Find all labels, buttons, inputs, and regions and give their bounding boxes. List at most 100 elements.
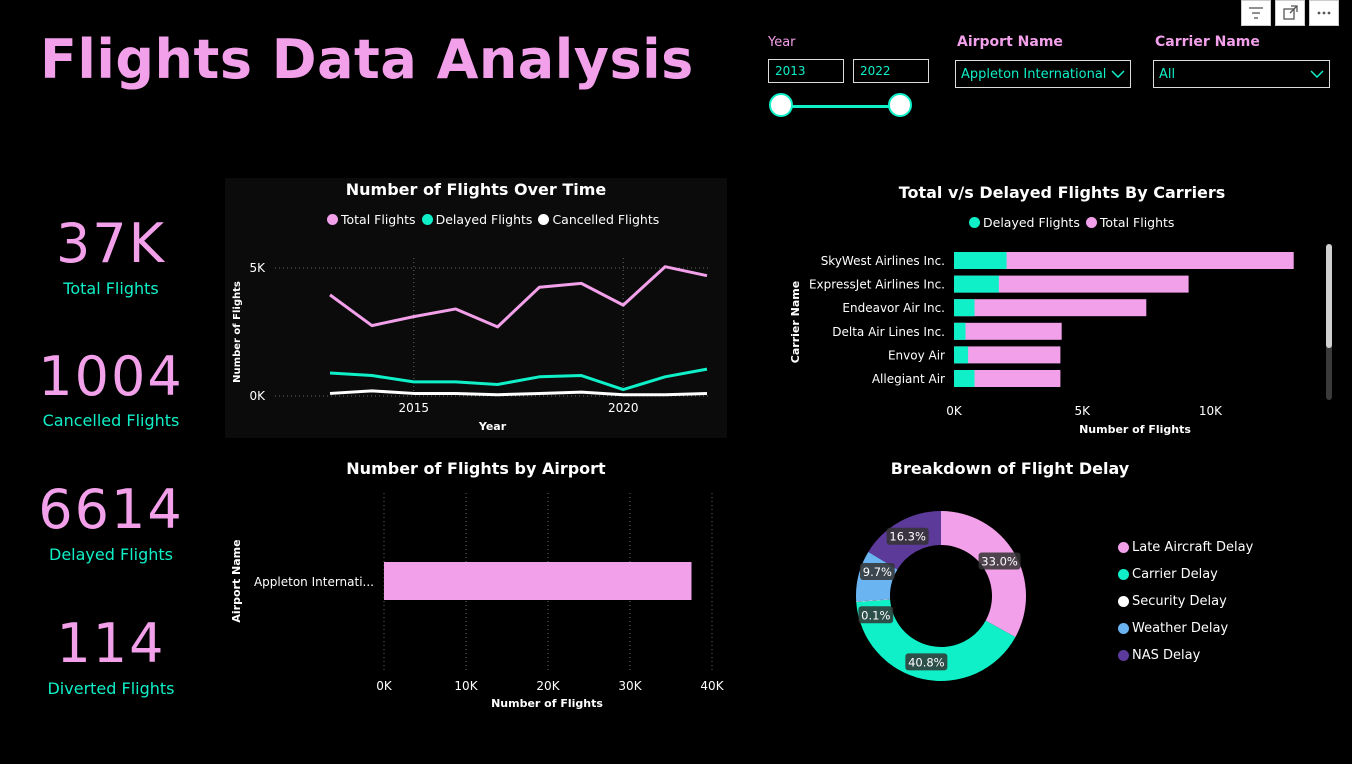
bar-total-flights <box>954 322 1062 340</box>
y-tick-label: 0K <box>249 389 266 403</box>
line-chart-title: Number of Flights Over Time <box>345 180 607 199</box>
kpi-cancelled-flights-value: 1004 <box>38 345 184 408</box>
airport-dropdown-value: Appleton International <box>961 66 1107 82</box>
carrier-label: Envoy Air <box>888 348 945 362</box>
airport-dropdown[interactable]: Appleton International <box>955 60 1131 88</box>
carrier-bar-chart: SkyWest Airlines Inc. ExpressJet Airlines… <box>789 252 1294 436</box>
kpi-total-flights-value: 37K <box>55 212 167 275</box>
donut-slice-security-delay <box>856 599 891 603</box>
legend-item-delayed-flights[interactable]: Delayed Flights <box>969 215 1080 230</box>
legend-item-carrier-delay[interactable]: Carrier Delay <box>1118 561 1253 588</box>
legend-dot <box>1118 569 1129 580</box>
airport-slicer-label: Airport Name <box>957 34 1063 50</box>
series-line-cancelled-flights <box>329 389 708 397</box>
delay-donut-chart: 33.0% 40.8% 0.1% 9.7% 16.3% <box>856 511 1026 681</box>
legend-item-delayed-flights[interactable]: Delayed Flights <box>421 212 532 227</box>
line-chart-legend: Total Flights Delayed Flights Cancelled … <box>327 212 659 227</box>
kpi-total-flights-label: Total Flights <box>63 279 159 298</box>
kpi-delayed-flights-label: Delayed Flights <box>49 545 173 564</box>
data-label-bg <box>859 563 895 581</box>
y-axis-title: Number of Flights <box>232 281 243 383</box>
carrier-label: SkyWest Airlines Inc. <box>821 254 945 268</box>
y-axis-title: Airport Name <box>230 539 243 622</box>
data-label-bg <box>858 606 894 624</box>
x-axis-title: Number of Flights <box>1079 423 1191 436</box>
y-tick-label: 5K <box>249 261 266 275</box>
bar-delayed-flights <box>954 346 969 364</box>
page-title: Flights Data Analysis <box>40 28 694 91</box>
x-tick-label: 20K <box>536 679 560 693</box>
x-axis-title: Number of Flights <box>491 697 603 710</box>
x-tick-label: 10K <box>1199 404 1223 418</box>
airport-label: Appleton Internati... <box>254 575 374 589</box>
year-start-input[interactable]: 2013 <box>768 59 844 83</box>
scrollbar-track[interactable] <box>1326 244 1332 400</box>
legend-item-late-aircraft-delay[interactable]: Late Aircraft Delay <box>1118 534 1253 561</box>
x-axis-title: Year <box>478 420 507 433</box>
kpi-diverted-flights-label: Diverted Flights <box>47 679 175 698</box>
kpi-diverted-flights-value: 114 <box>56 612 166 675</box>
x-tick-label: 0K <box>376 679 393 693</box>
data-label-bg <box>905 653 948 671</box>
bar-delayed-flights <box>954 275 999 293</box>
data-label-bg <box>886 527 929 545</box>
bar-delayed-flights <box>954 322 966 340</box>
focus-mode-icon[interactable] <box>1275 0 1305 26</box>
airport-chart-title: Number of Flights by Airport <box>346 459 606 478</box>
donut-slice-carrier-delay <box>856 599 1016 681</box>
legend-item-security-delay[interactable]: Security Delay <box>1118 588 1253 615</box>
x-tick-label: 10K <box>454 679 478 693</box>
legend-dot <box>538 214 550 225</box>
airport-bar-chart: 0K 10K 20K 30K 40K Appleton Internati... Numbe… <box>230 493 725 710</box>
legend-dot <box>969 217 980 228</box>
x-tick-label: 5K <box>1074 404 1091 418</box>
year-slider-end-handle[interactable] <box>888 93 912 117</box>
kpi-delayed-flights-value: 6614 <box>38 478 184 541</box>
year-slider-track <box>783 105 901 108</box>
legend-label: Weather Delay <box>1132 621 1229 636</box>
bar-delayed-flights <box>954 299 975 317</box>
bar-total-flights <box>954 252 1294 269</box>
bar-delayed-flights <box>954 370 975 387</box>
line-chart: 0K 5K 2015 2020 Year Number of Flights <box>232 258 710 433</box>
legend-item-weather-delay[interactable]: Weather Delay <box>1118 615 1253 642</box>
chevron-down-icon <box>1111 70 1125 78</box>
carrier-label: Delta Air Lines Inc. <box>832 325 945 339</box>
year-slider-start-handle[interactable] <box>769 93 793 117</box>
legend-label: Carrier Delay <box>1132 567 1218 582</box>
donut-slice-late-aircraft-delay <box>941 511 1026 638</box>
legend-item-total-flights[interactable]: Total Flights <box>1085 215 1174 230</box>
carrier-label: Endeavor Air Inc. <box>842 301 945 315</box>
bar-airport <box>384 562 692 600</box>
data-label: 0.1% <box>861 608 890 622</box>
delay-chart-title: Breakdown of Flight Delay <box>890 459 1130 478</box>
filter-icon[interactable] <box>1241 0 1271 26</box>
y-axis-title: Carrier Name <box>789 281 802 363</box>
legend-item-total-flights[interactable]: Total Flights <box>327 212 416 227</box>
data-label: 16.3% <box>889 530 926 544</box>
series-line-delayed-flights <box>329 367 708 392</box>
legend-label: Security Delay <box>1132 594 1227 609</box>
carrier-chart-title: Total v/s Delayed Flights By Carriers <box>898 183 1226 202</box>
x-tick-label: 0K <box>946 404 963 418</box>
x-tick-label: 30K <box>618 679 642 693</box>
data-label: 40.8% <box>908 655 945 669</box>
data-label-bg <box>978 552 1021 570</box>
legend-label: Late Aircraft Delay <box>1132 540 1254 555</box>
chevron-down-icon <box>1310 70 1324 78</box>
carrier-label: ExpressJet Airlines Inc. <box>809 278 945 292</box>
legend-dot <box>1118 542 1129 553</box>
data-label: 9.7% <box>863 565 892 579</box>
bar-total-flights <box>954 370 1061 387</box>
legend-item-cancelled-flights[interactable]: Cancelled Flights <box>538 212 659 227</box>
carrier-dropdown[interactable]: All <box>1153 60 1330 88</box>
more-options-icon[interactable] <box>1309 0 1339 26</box>
year-slicer-label: Year <box>768 35 796 50</box>
bar-total-flights <box>954 346 1061 364</box>
kpi-cancelled-flights-label: Cancelled Flights <box>42 411 180 430</box>
legend-item-nas-delay[interactable]: NAS Delay <box>1118 642 1253 669</box>
bar-total-flights <box>954 299 1147 317</box>
scrollbar-thumb[interactable] <box>1326 244 1332 348</box>
year-end-input[interactable]: 2022 <box>853 59 929 83</box>
carrier-dropdown-value: All <box>1159 66 1176 82</box>
